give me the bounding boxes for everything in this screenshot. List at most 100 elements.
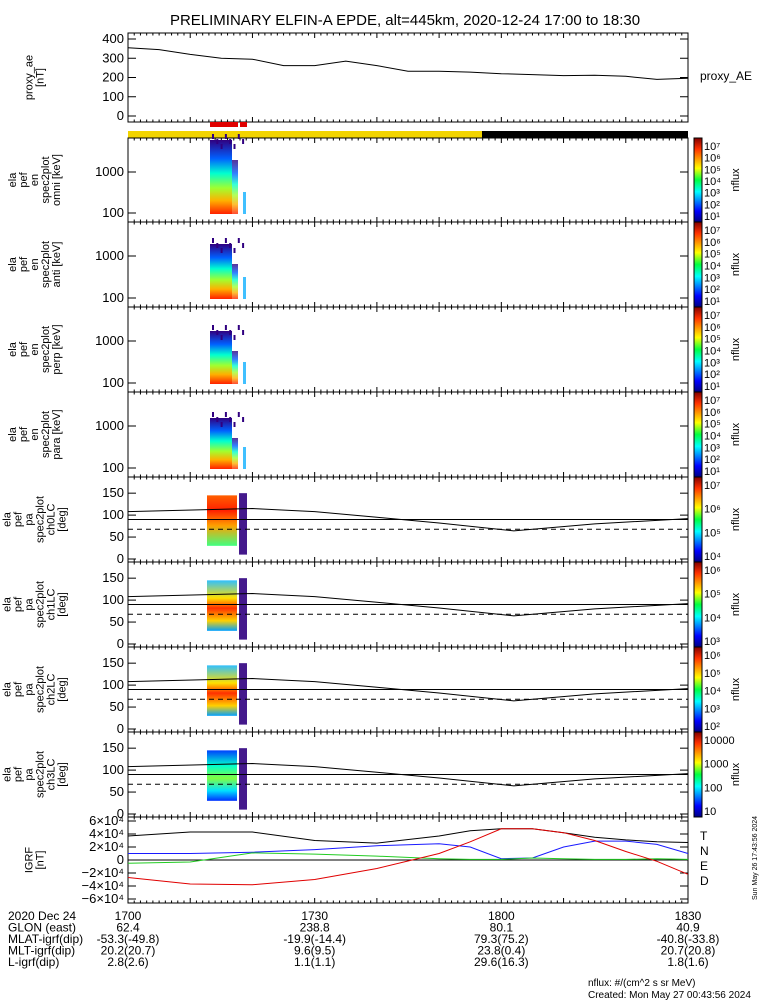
colorbar-tick-label: 10⁷ xyxy=(704,395,720,407)
xaxis-row-value: -19.9(-14.4) xyxy=(283,932,346,946)
xaxis-row-value: 1700 xyxy=(115,909,142,923)
colorbar-tick-label: 10⁵ xyxy=(704,527,721,539)
energy-ylabel: spec2plot xyxy=(40,156,52,203)
energy-ylabel: pef xyxy=(18,426,30,442)
energy-spectrogram-block xyxy=(210,418,232,469)
footer-created: Created: Mon May 27 00:43:56 2024 xyxy=(588,990,751,1000)
pitch-spectrogram-block xyxy=(207,580,237,631)
energy-ylabel: ela xyxy=(7,256,19,272)
energy-spectrogram-speckle xyxy=(220,248,223,253)
xaxis-row-value: -40.8(-33.8) xyxy=(657,932,720,946)
colorbar-tick-label: 10¹ xyxy=(704,211,720,223)
proxy-ae-y-tick: 0 xyxy=(117,108,124,123)
xaxis-row-label: 2020 Dec 24 xyxy=(8,909,76,923)
colorbar-tick-label: 10⁵ xyxy=(704,419,721,431)
pitch-ylabel: pef xyxy=(13,511,25,527)
pitch-reference-line xyxy=(127,762,689,787)
energy-ylabel: pef xyxy=(18,256,30,272)
colorbar-tick-label: 10 xyxy=(704,806,716,818)
pitch-y-tick: 100 xyxy=(102,677,124,692)
colorbar xyxy=(693,306,703,393)
energy-spectrogram-block xyxy=(232,438,238,469)
colorbar-tick-label: 10⁵ xyxy=(704,334,721,346)
pitch-ylabel: pa xyxy=(24,683,36,696)
energy-y-tick: 100 xyxy=(102,375,124,390)
colorbar-tick-label: 10⁴ xyxy=(704,176,721,188)
pitch-spectrogram-block xyxy=(207,750,237,801)
energy-spectrogram-speckle xyxy=(220,422,223,427)
pitch-spectrogram-block xyxy=(239,748,247,810)
status-bar-eclipse xyxy=(482,131,688,138)
colorbar-tick-label: 10³ xyxy=(704,636,720,648)
energy-y-tick: 1000 xyxy=(95,418,124,433)
colorbar xyxy=(693,476,703,563)
energy-spectrogram-block xyxy=(210,331,232,384)
igrf-ylabel: [nT] xyxy=(35,851,47,870)
colorbar-tick-label: 10⁵ xyxy=(704,164,721,176)
igrf-legend-T: T xyxy=(700,829,708,843)
igrf-line-D xyxy=(127,828,689,886)
energy-spectrogram-block xyxy=(210,244,232,299)
pitch-y-tick: 50 xyxy=(110,784,124,799)
energy-y-tick: 1000 xyxy=(95,333,124,348)
energy-spectrogram-speckle xyxy=(212,412,214,417)
pitch-ylabel: spec2plot xyxy=(35,751,47,798)
pitch-y-tick: 150 xyxy=(102,485,124,500)
energy-ylabel: en xyxy=(29,174,41,186)
pitch-y-tick: 100 xyxy=(102,762,124,777)
colorbar-tick-label: 10³ xyxy=(704,357,720,369)
energy-spectrogram-block xyxy=(210,140,232,214)
pitch-spectrogram-block xyxy=(207,495,237,546)
energy-spectrogram-speckle xyxy=(212,134,214,139)
colorbar-label: nflux xyxy=(730,422,742,446)
colorbar-tick-label: 10² xyxy=(704,454,720,466)
colorbar-tick-label: 10² xyxy=(704,199,720,211)
colorbar-tick-label: 10³ xyxy=(704,272,720,284)
energy-spectrogram-speckle xyxy=(212,325,214,330)
pitch-y-tick: 150 xyxy=(102,740,124,755)
energy-spectrogram-speckle xyxy=(229,243,232,248)
igrf-y-tick: −4×10⁴ xyxy=(82,878,124,893)
colorbar-tick-label: 10⁴ xyxy=(704,431,721,443)
energy-spectrogram-speckle xyxy=(242,330,245,335)
energy-spectrogram-block xyxy=(243,277,246,299)
pitch-y-tick: 50 xyxy=(110,529,124,544)
energy-spectrogram-speckle xyxy=(237,238,240,243)
pitch-y-tick: 0 xyxy=(117,636,124,651)
pitch-y-tick: 100 xyxy=(102,592,124,607)
pitch-ylabel: spec2plot xyxy=(35,666,47,713)
status-bar-collection xyxy=(210,122,238,127)
energy-ylabel: spec2plot xyxy=(40,326,52,373)
colorbar-tick-label: 10⁶ xyxy=(704,407,721,419)
plot-title: PRELIMINARY ELFIN-A EPDE, alt=445km, 202… xyxy=(170,12,640,29)
energy-ylabel: pef xyxy=(18,341,30,357)
pitch-ylabel: pa xyxy=(24,598,36,611)
energy-spectrogram-speckle xyxy=(233,422,236,427)
colorbar-tick-label: 10¹ xyxy=(704,466,720,478)
energy-spectrogram-block xyxy=(232,264,238,299)
colorbar-tick-label: 10³ xyxy=(704,703,720,715)
colorbar-label: nflux xyxy=(730,168,742,192)
pitch-ylabel: [deg] xyxy=(57,677,69,701)
energy-spectrogram-speckle xyxy=(242,417,245,422)
xaxis-row-value: 20.7(20.8) xyxy=(661,944,716,958)
energy-spectrogram-block xyxy=(243,447,246,469)
xaxis-row-value: 29.6(16.3) xyxy=(474,955,529,969)
colorbar-tick-label: 10⁷ xyxy=(704,310,720,322)
colorbar-tick-label: 10⁶ xyxy=(704,322,721,334)
xaxis-row-value: 40.9 xyxy=(676,921,700,935)
pitch-spectrogram-block xyxy=(239,493,247,555)
colorbar xyxy=(693,221,703,308)
energy-spectrogram-block xyxy=(232,351,238,384)
pitch-ylabel: [deg] xyxy=(57,762,69,786)
pitch-ylabel: spec2plot xyxy=(35,581,47,628)
xaxis-row-value: 20.2(20.7) xyxy=(101,944,156,958)
energy-spectrogram-speckle xyxy=(224,325,227,330)
pitch-y-tick: 0 xyxy=(117,806,124,821)
energy-spectrogram-block xyxy=(243,362,246,384)
pitch-ylabel: [deg] xyxy=(57,507,69,531)
colorbar-tick-label: 10⁴ xyxy=(704,686,721,698)
xaxis-row-value: 9.6(9.5) xyxy=(294,944,335,958)
colorbar-tick-label: 10⁶ xyxy=(704,565,721,577)
colorbar-tick-label: 10¹ xyxy=(704,296,720,308)
